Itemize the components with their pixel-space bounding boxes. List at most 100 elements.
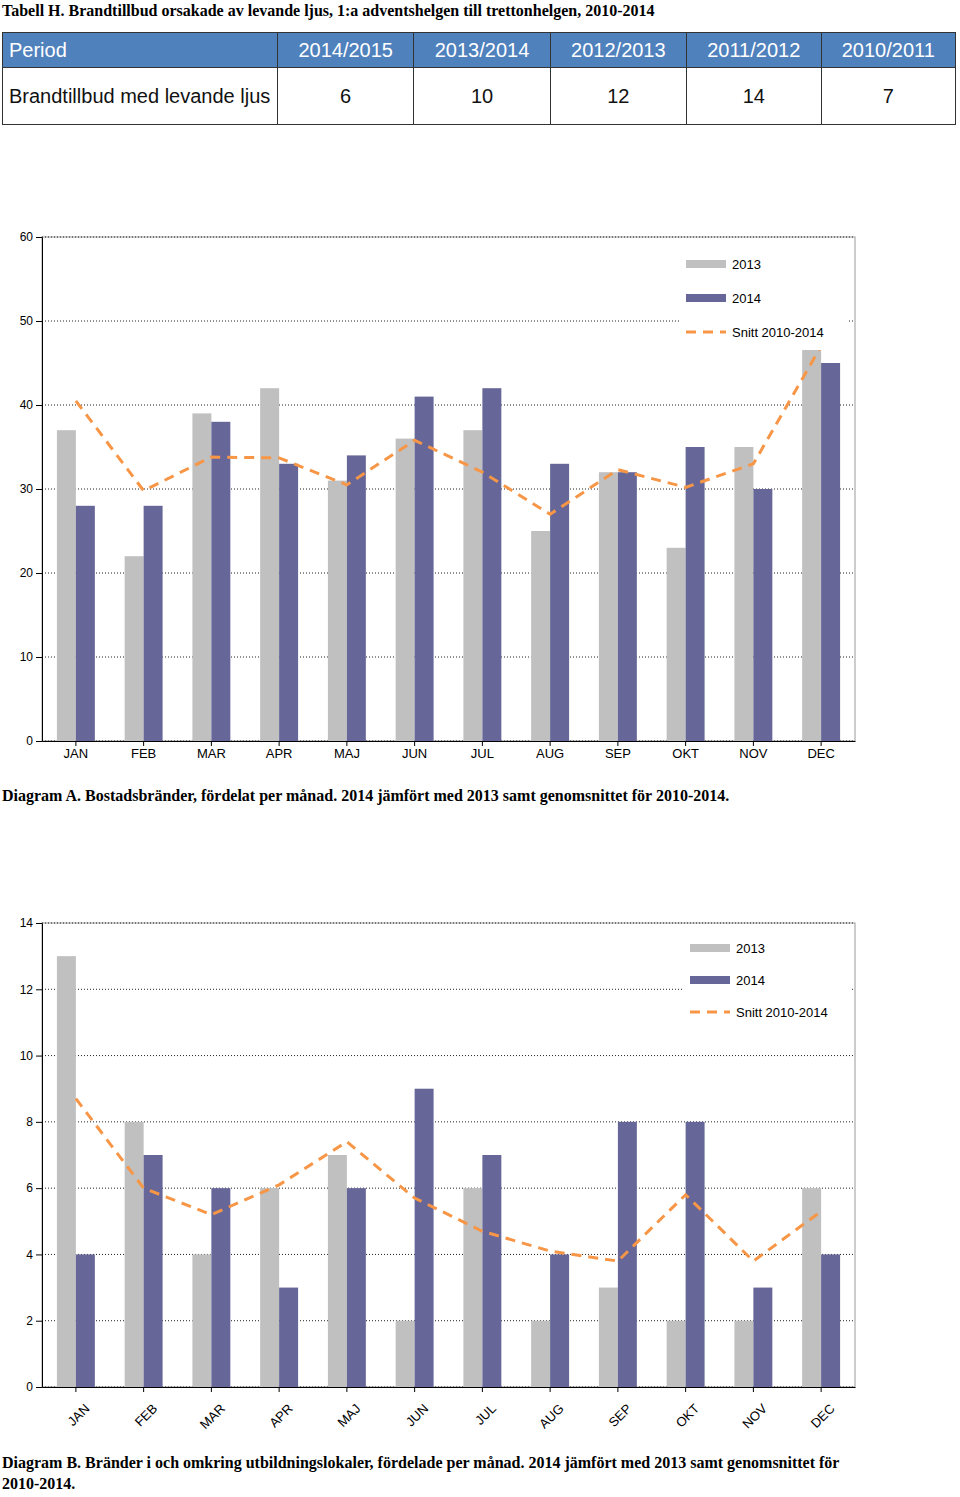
y-tick-label: 50 [20,314,34,328]
bar [667,1321,686,1387]
grid-line [42,1320,855,1321]
y-tick-mark [36,1321,42,1322]
legend-swatch [690,976,730,984]
bar [125,556,144,741]
y-tick-label: 30 [20,482,34,496]
x-tick-mark [482,1387,483,1392]
legend-label: 2014 [732,291,761,306]
y-tick: 4 [26,1248,42,1262]
x-tick: MAJ [334,741,360,761]
header-cell: 2012/2013 [550,33,686,68]
y-tick-mark [36,489,42,490]
x-axis: JANFEBMARAPRMAJJUNJULAUGSEPOKTNOVDEC [43,1387,856,1432]
x-tick: JUL [472,1387,499,1428]
grid-line [42,1254,855,1255]
y-tick-mark [36,1254,42,1255]
bar [531,1321,550,1387]
bar [550,1254,569,1387]
grid-line [42,1387,855,1388]
y-tick-mark [36,1122,42,1123]
marks [57,346,840,741]
x-tick: JAN [64,1387,92,1429]
y-tick-label: 2 [26,1314,33,1328]
x-tick-label: MAJ [334,746,360,761]
bar [686,447,705,741]
x-tick-label: JAN [64,746,89,761]
x-tick-label: SEP [605,1401,634,1430]
x-tick-label: OKT [673,1401,703,1431]
line [76,1099,821,1261]
y-tick-label: 10 [20,1049,34,1063]
x-tick-label: JUL [471,746,494,761]
y-tick-mark [36,741,42,742]
y-axis: 02468101214 [20,916,43,1394]
grid-line [42,923,855,924]
y-tick: 50 [20,314,42,328]
bar [279,464,298,741]
bar [482,388,501,741]
y-tick-label: 14 [20,916,34,930]
x-tick-label: AUG [536,1401,567,1432]
bar [599,1288,618,1387]
legend-label: 2014 [736,973,765,988]
y-tick-label: 60 [20,230,34,244]
header-row: Period2014/20152013/20142012/20132011/20… [3,33,956,68]
grid-line [42,1121,855,1122]
y-tick-mark [36,1188,42,1189]
x-tick-label: APR [266,1401,296,1431]
x-tick: JUN [402,741,427,761]
x-tick-mark [550,1387,551,1392]
y-tick-label: 0 [26,1380,33,1394]
grid-line [42,405,855,406]
y-axis: 0102030405060 [20,230,43,748]
bar [482,1155,501,1387]
bar [531,531,550,741]
legend-swatch [686,294,726,302]
x-tick: NOV [739,1387,770,1431]
y-tick-mark [36,405,42,406]
x-tick-mark [821,1387,822,1392]
x-tick: JUN [403,1387,431,1429]
legend: 20132014Snitt 2010-2014 [680,246,848,350]
grid-line [42,1055,855,1056]
bar [618,472,637,741]
x-tick-mark [211,1387,212,1392]
x-tick: OKT [672,741,699,761]
bar [734,1321,753,1387]
plot-frame [42,237,855,741]
grid-line [42,1188,855,1189]
bar [76,1254,95,1387]
y-tick: 14 [20,916,42,930]
y-tick-mark [36,989,42,990]
y-tick: 40 [20,398,42,412]
table-title: Tabell H. Brandtillbud orsakade av levan… [2,0,960,21]
table-cell: 14 [687,68,821,125]
legend: 20132014Snitt 2010-2014 [684,930,852,1028]
y-tick: 2 [26,1314,42,1328]
x-tick: FEB [132,1387,160,1429]
bar [347,1188,366,1387]
y-tick-label: 4 [26,1248,33,1262]
legend-label: 2013 [736,941,765,956]
plot-frame [42,923,855,1387]
x-tick-mark [143,1387,144,1392]
bar [260,388,279,741]
bar [599,472,618,741]
grid-line [42,237,855,238]
bar [396,1321,415,1387]
legend-box [684,930,852,1028]
x-tick-label: APR [266,746,293,761]
x-tick-label: MAJ [334,1401,363,1430]
bar [463,430,482,741]
legend-label: Snitt 2010-2014 [732,325,824,340]
table-cell: 6 [278,68,414,125]
y-tick-label: 8 [26,1115,33,1129]
y-tick: 10 [20,650,42,664]
y-tick-label: 12 [20,983,34,997]
x-tick-label: NOV [739,746,768,761]
y-tick-label: 40 [20,398,34,412]
x-tick: SEP [605,1387,634,1430]
y-axis-line [42,924,43,1388]
x-tick-label: DEC [808,1401,838,1431]
bar [802,348,821,741]
